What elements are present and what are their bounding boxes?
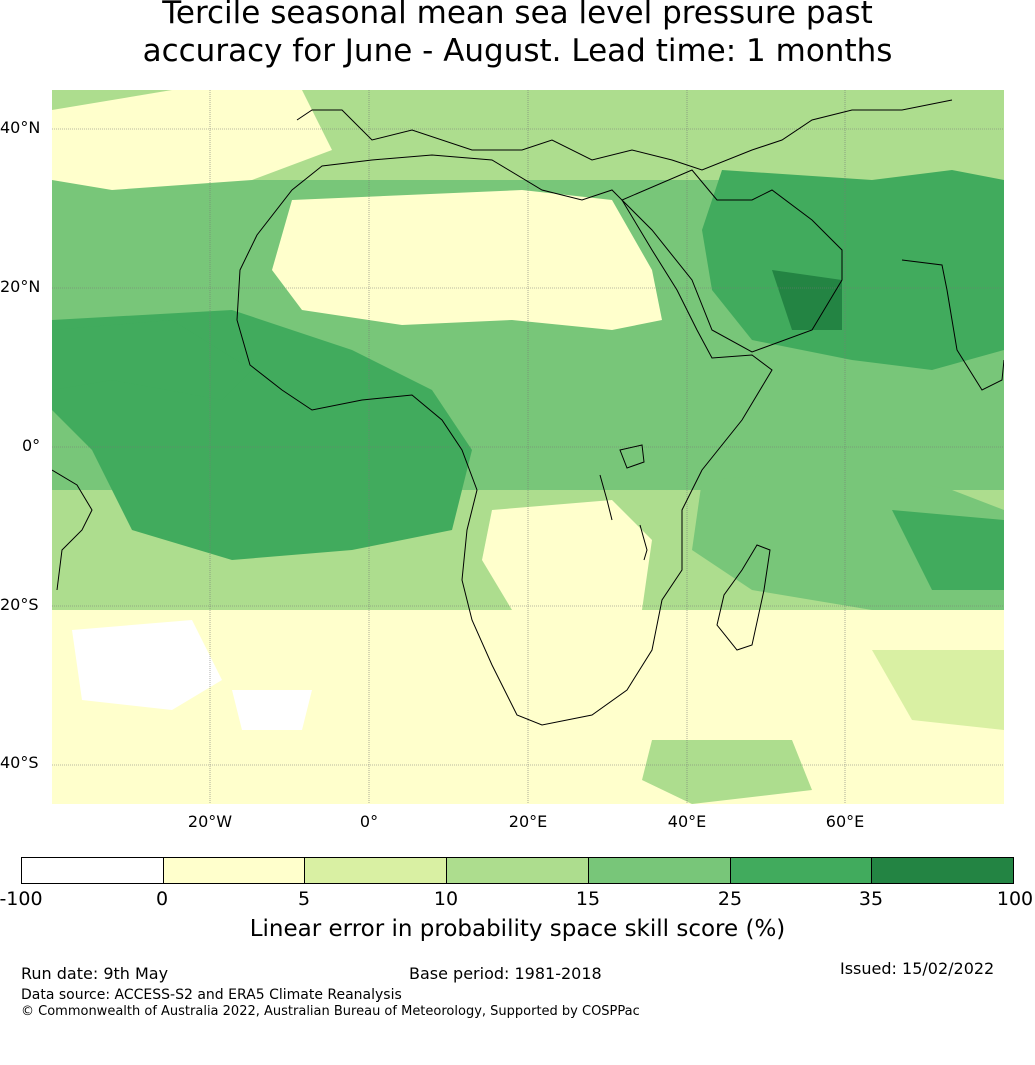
lat-label-20s: 20°S (0, 595, 39, 614)
colorbar-tick: 100 (996, 888, 1034, 910)
lon-label-20e: 20°E (508, 812, 548, 831)
india-coastline (901, 259, 1004, 391)
colorbar-tick: 10 (433, 888, 459, 910)
colorbar-tick: 0 (155, 888, 169, 910)
coastlines (52, 99, 1004, 726)
chart-title: Tercile seasonal mean sea level pressure… (0, 0, 1035, 70)
run-date: Run date: 9th May (21, 964, 169, 983)
colorbar-tick: 35 (858, 888, 884, 910)
colorbar-tick: 25 (717, 888, 743, 910)
lat-label-20n: 20°N (0, 277, 41, 296)
issued-date: Issued: 15/02/2022 (840, 959, 995, 978)
colorbar-tick: 15 (575, 888, 601, 910)
colorbar-label: Linear error in probability space skill … (249, 916, 786, 942)
lat-label-0: 0° (22, 436, 41, 455)
colorbar-seg-5 (588, 858, 731, 883)
colorbar-seg-1 (22, 858, 164, 883)
title-line-2: accuracy for June - August. Lead time: 1… (142, 33, 893, 69)
data-source: Data source: ACCESS-S2 and ERA5 Climate … (21, 987, 402, 1003)
lat-label-40s: 40°S (0, 753, 39, 772)
lon-label-40e: 40°E (667, 812, 707, 831)
lake-victoria (619, 444, 645, 469)
colorbar-seg-4 (447, 858, 589, 883)
copyright: © Commonwealth of Australia 2022, Austra… (21, 1004, 640, 1019)
colorbar-seg-3 (305, 858, 448, 883)
africa-coastline (236, 154, 773, 726)
base-period: Base period: 1981-2018 (409, 964, 602, 983)
title-line-1: Tercile seasonal mean sea level pressure… (162, 0, 873, 31)
lake-tanganyika (599, 474, 613, 521)
south-america-coastline (52, 469, 93, 591)
colorbar-seg-2 (163, 858, 306, 883)
colorbar-seg-6 (730, 858, 873, 883)
colorbar-seg-7 (872, 858, 1014, 883)
arabia-coastline (621, 169, 843, 353)
gridlines (52, 90, 1004, 804)
colorbar-tick: 5 (297, 888, 311, 910)
lake-malawi (639, 524, 648, 561)
lon-label-20w: 20°W (187, 812, 233, 831)
lon-label-0: 0° (359, 812, 379, 831)
europe-coastline (296, 99, 953, 171)
skill-score-map (52, 90, 1004, 804)
colorbar (21, 857, 1014, 884)
lon-label-60e: 60°E (825, 812, 865, 831)
colorbar-tick: -100 (0, 888, 43, 910)
lat-label-40n: 40°N (0, 118, 41, 137)
madagascar-coastline (716, 544, 771, 651)
